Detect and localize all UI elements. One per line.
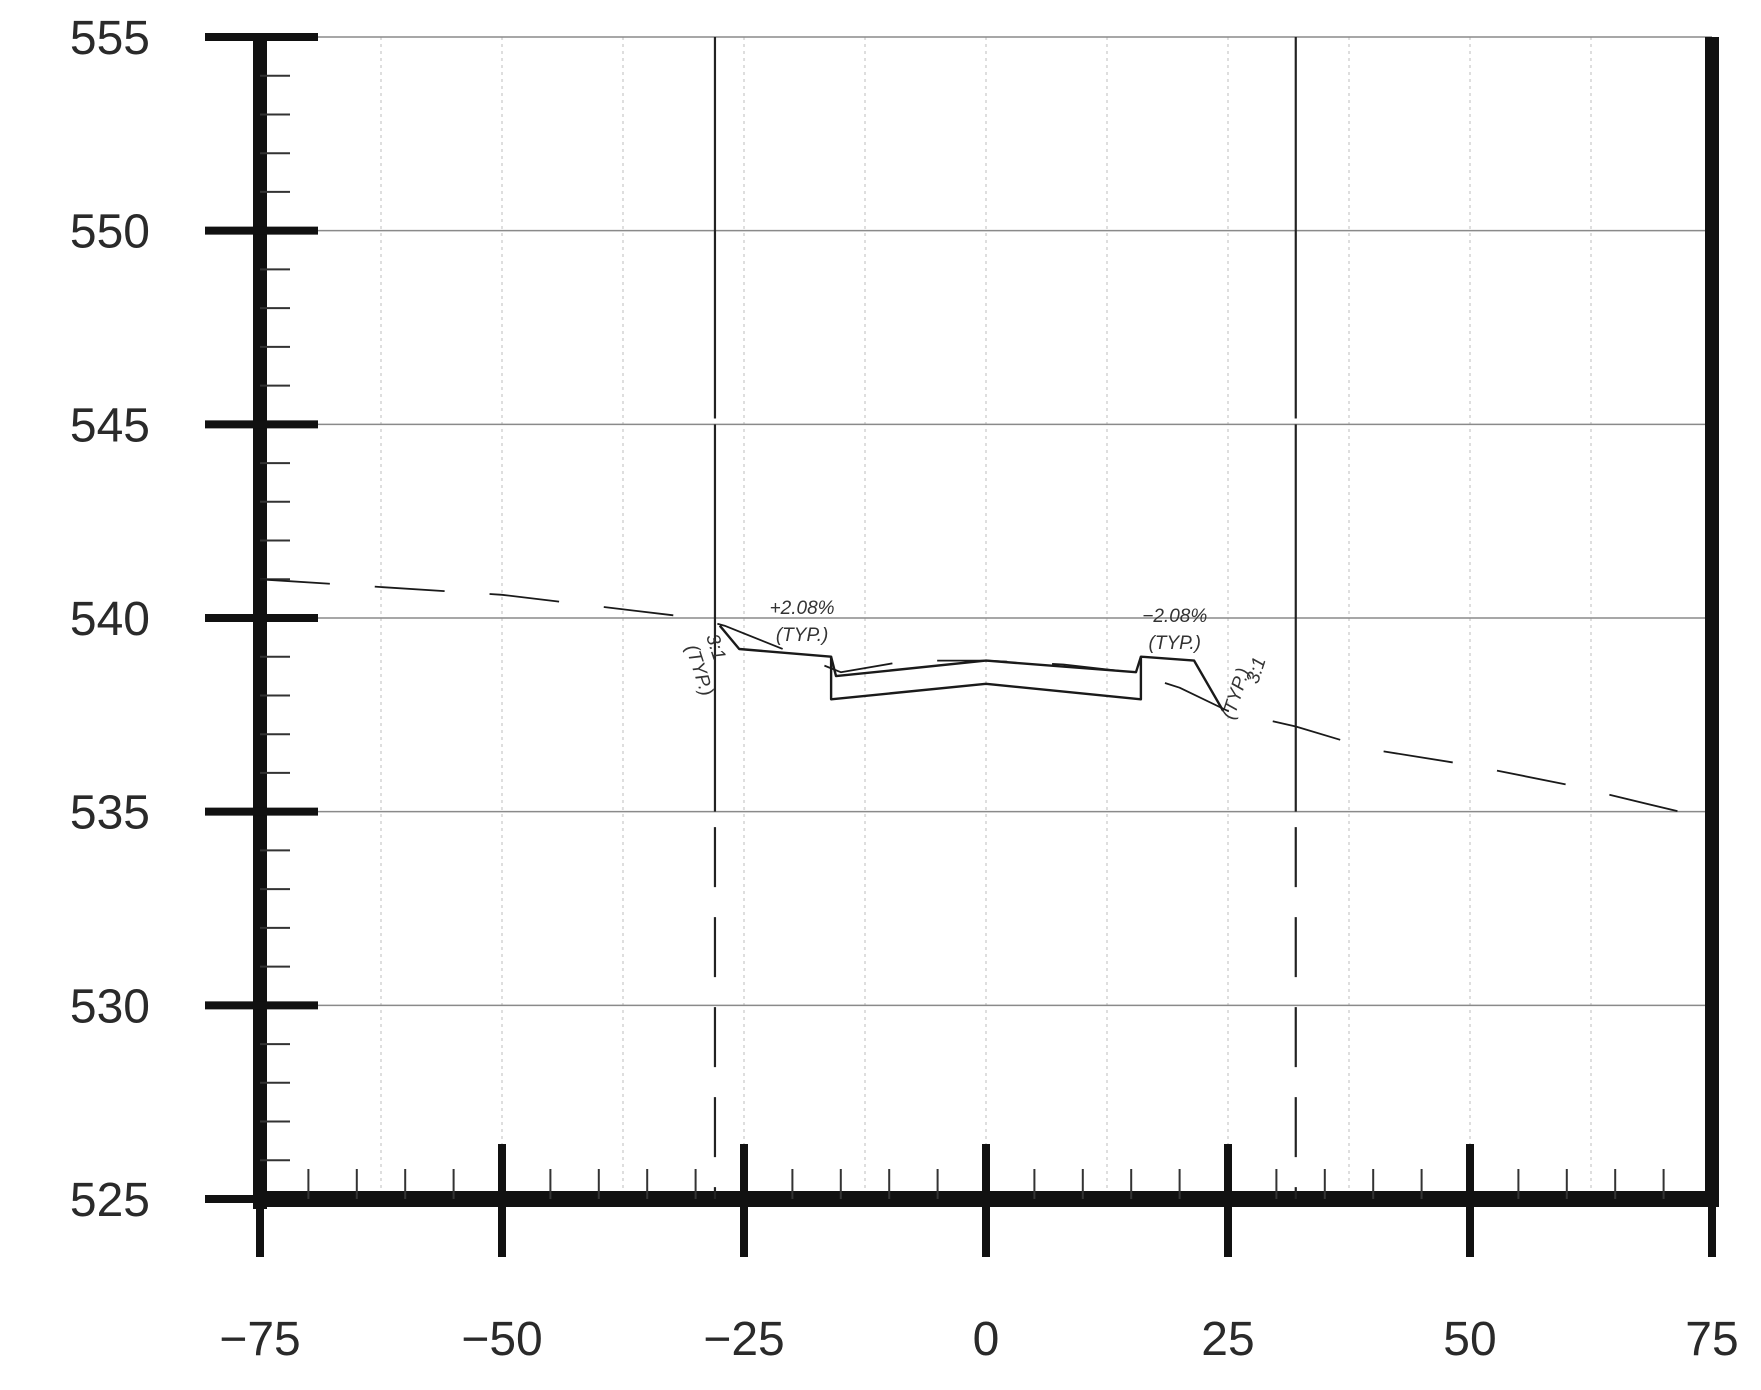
y-tick-label: 540 [70, 593, 150, 646]
y-tick-label: 530 [70, 980, 150, 1033]
existing-ground-line [259, 578, 1713, 821]
annotation-label: −2.08% [1142, 606, 1207, 627]
y-tick-label: 555 [70, 12, 150, 65]
x-tick-label: 50 [1443, 1313, 1496, 1366]
annotation-label: (TYP.) [1218, 666, 1254, 722]
annotation-label: (TYP.) [1149, 633, 1201, 654]
y-tick-label: 525 [70, 1174, 150, 1227]
proposed-section-line-2 [829, 656, 1143, 701]
y-tick-label: 545 [70, 399, 150, 452]
annotation-label: +2.08% [770, 598, 835, 619]
y-tick-label: 550 [70, 206, 150, 259]
y-tick-label: 535 [70, 787, 150, 840]
x-tick-label: −25 [703, 1313, 784, 1366]
x-tick-label: −50 [461, 1313, 542, 1366]
x-tick-label: 0 [973, 1313, 1000, 1366]
proposed-section-line-1 [718, 624, 1225, 712]
annotation-label: (TYP.) [776, 625, 828, 646]
x-tick-label: 25 [1201, 1313, 1254, 1366]
x-tick-label: 75 [1685, 1313, 1738, 1366]
x-tick-label: −75 [219, 1313, 300, 1366]
